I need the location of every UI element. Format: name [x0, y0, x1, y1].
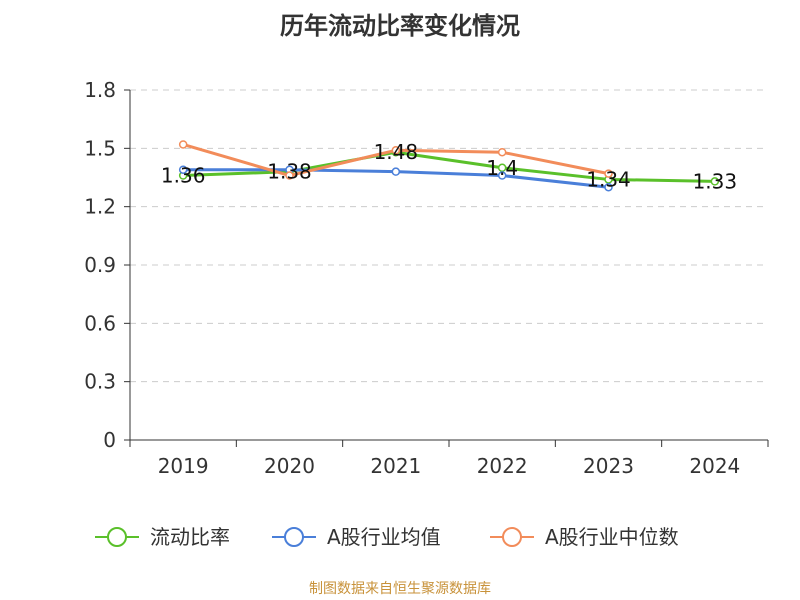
data-label: 1.34	[586, 167, 631, 191]
x-tick-label: 2024	[689, 454, 740, 478]
series-line-0	[183, 150, 715, 183]
y-tick-label: 1.2	[84, 195, 116, 219]
data-point	[391, 167, 401, 176]
data-label: 1.4	[486, 156, 518, 180]
y-tick-label: 0.3	[84, 370, 116, 394]
data-point	[604, 169, 613, 178]
data-point	[391, 146, 401, 155]
axes: 0 0.3 0.6 0.9 1.2 1.5 1.8 2019 2020 2021 2022 2023 2…	[84, 78, 769, 478]
data-point	[710, 177, 720, 186]
y-tick-label: 0.9	[84, 253, 116, 277]
legend: 流动比率 A股行业均值 A股行业中位数	[95, 525, 679, 549]
data-label: 1.48	[374, 140, 419, 164]
source-note: 制图数据来自恒生聚源数据库	[309, 581, 491, 597]
y-tick-label: 1.5	[84, 136, 116, 160]
data-label: 1.33	[693, 169, 738, 193]
data-label: 1.38	[267, 160, 312, 184]
x-tick-label: 2023	[583, 454, 634, 478]
data-point	[497, 171, 507, 180]
x-tick-label: 2022	[477, 454, 528, 478]
series-lines	[178, 140, 720, 192]
data-point	[285, 171, 294, 180]
legend-label: A股行业均值	[327, 525, 441, 549]
y-tick-label: 0.6	[84, 311, 116, 335]
y-tick-label: 0	[103, 428, 116, 452]
data-point	[178, 165, 188, 174]
legend-marker	[284, 527, 304, 547]
legend-label: 流动比率	[150, 525, 230, 549]
data-label: 1.36	[161, 164, 206, 188]
x-tick-label: 2019	[158, 454, 209, 478]
legend-marker	[502, 527, 522, 547]
data-labels: 1.36 1.38 1.48 1.4 1.34 1.33	[161, 140, 737, 193]
legend-label: A股行业中位数	[545, 525, 679, 549]
x-tick-label: 2020	[264, 454, 315, 478]
data-point	[604, 182, 613, 192]
data-point	[497, 147, 507, 157]
grid-lines	[130, 89, 768, 383]
x-tick-label: 2021	[370, 454, 421, 478]
legend-marker	[107, 527, 127, 547]
data-point	[497, 163, 507, 173]
chart-title: 历年流动比率变化情况	[280, 12, 520, 40]
y-tick-label: 1.8	[84, 78, 116, 102]
data-point	[178, 140, 188, 149]
